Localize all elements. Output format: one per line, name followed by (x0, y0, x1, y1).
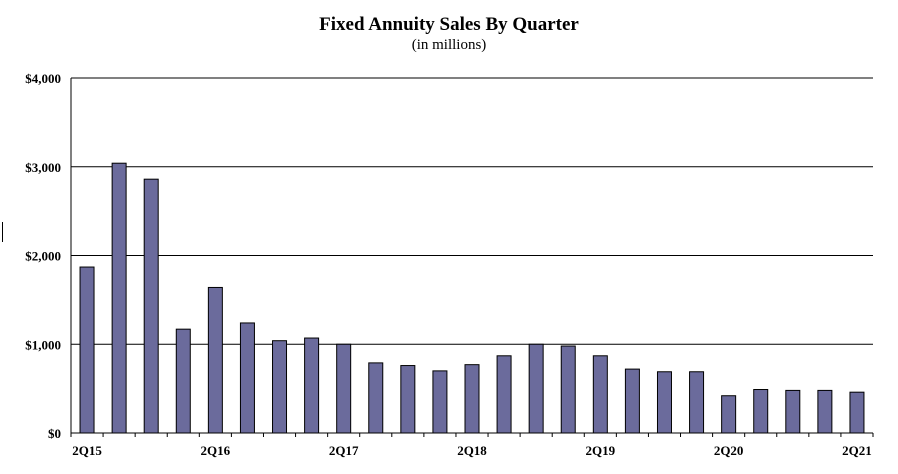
y-tick-label: $1,000 (25, 337, 61, 352)
bar-2Q19 (592, 355, 608, 434)
bar-1Q16 (175, 328, 191, 434)
bar-1Q21 (817, 389, 833, 434)
gridlines (71, 77, 873, 345)
x-tick-label: 2Q16 (201, 443, 231, 458)
bar-3Q20 (753, 389, 769, 434)
bar-1Q19 (560, 345, 576, 434)
bar-4Q19 (656, 371, 672, 434)
y-tick-label: $0 (48, 426, 61, 441)
bar-1Q20 (689, 371, 705, 434)
bar-3Q16 (239, 322, 255, 434)
bar-2Q18 (464, 364, 480, 434)
x-tick-label: 2Q21 (842, 443, 872, 458)
x-tick-label: 2Q18 (457, 443, 487, 458)
chart-subtitle: (in millions) (411, 37, 487, 53)
bar-4Q17 (400, 365, 416, 434)
bar-3Q17 (368, 362, 384, 434)
bar-2Q20 (721, 395, 737, 434)
bar-4Q15 (143, 178, 159, 434)
bar-2Q15 (79, 266, 95, 434)
bar-2Q16 (207, 286, 223, 434)
bar-4Q16 (272, 340, 288, 434)
y-tick-labels: $0 $1,000 $2,000 $3,000 $4,000 (25, 71, 61, 441)
bar-3Q19 (624, 368, 640, 434)
bar-4Q20 (785, 389, 801, 434)
x-tick-labels: 2Q15 2Q16 2Q17 2Q18 2Q19 2Q20 2Q21 (72, 443, 872, 458)
x-tick-label: 2Q19 (586, 443, 616, 458)
axes (70, 78, 874, 437)
bar-1Q17 (304, 337, 320, 434)
y-tick-label: $3,000 (25, 160, 61, 175)
bar-3Q15 (111, 162, 127, 434)
y-tick-label: $2,000 (25, 249, 61, 264)
x-tick-label: 2Q15 (72, 443, 102, 458)
bar-4Q18 (528, 343, 544, 434)
x-tick-label: 2Q20 (714, 443, 744, 458)
y-tick-label: $4,000 (25, 71, 61, 86)
bar-2Q21 (849, 391, 865, 434)
bar-2Q17 (336, 343, 352, 434)
edge-tick-mark (2, 222, 3, 242)
bars (79, 162, 865, 434)
bar-3Q18 (496, 355, 512, 434)
chart-title: Fixed Annuity Sales By Quarter (319, 14, 579, 35)
x-tick-label: 2Q17 (329, 443, 359, 458)
bar-1Q18 (432, 370, 448, 434)
